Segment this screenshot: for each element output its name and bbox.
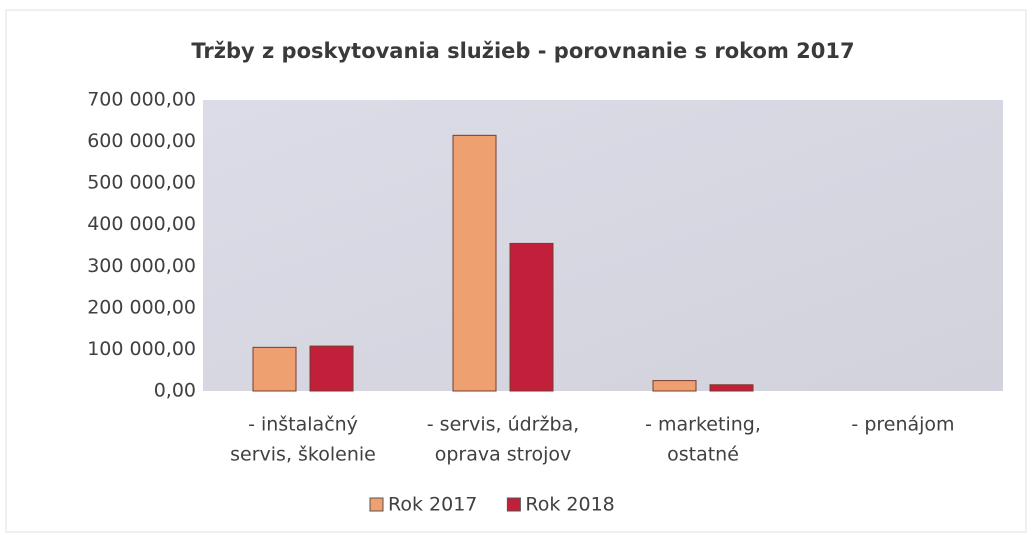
- bar: [309, 345, 354, 392]
- x-tick-label: oprava strojov: [435, 444, 572, 466]
- y-tick-label: 300 000,00: [87, 255, 196, 277]
- bar: [452, 134, 497, 392]
- bar: [509, 242, 554, 392]
- chart-title: Tržby z poskytovania služieb - porovnani…: [191, 39, 854, 63]
- bar: [252, 346, 297, 392]
- bar: [652, 380, 697, 392]
- y-tick-label: 700 000,00: [87, 89, 196, 111]
- y-tick-label: 500 000,00: [87, 172, 196, 194]
- y-tick-label: 600 000,00: [87, 130, 196, 152]
- x-tick-label: - marketing,: [645, 414, 761, 436]
- x-tick-label: - servis, údržba,: [427, 414, 579, 436]
- y-tick-label: 100 000,00: [87, 338, 196, 360]
- x-tick-label: - inštalačný: [248, 414, 358, 436]
- legend-label: Rok 2017: [388, 494, 477, 516]
- y-tick-label: 200 000,00: [87, 296, 196, 318]
- legend-swatch: [369, 497, 384, 512]
- legend-swatch: [506, 497, 521, 512]
- x-tick-label: ostatné: [667, 444, 739, 466]
- plot-area: [203, 100, 1003, 391]
- x-tick-label: servis, školenie: [230, 444, 376, 466]
- x-tick-label: - prenájom: [851, 414, 954, 436]
- y-tick-label: 400 000,00: [87, 213, 196, 235]
- legend-label: Rok 2018: [525, 494, 614, 516]
- y-tick-label: 0,00: [154, 380, 196, 402]
- bar: [709, 384, 754, 392]
